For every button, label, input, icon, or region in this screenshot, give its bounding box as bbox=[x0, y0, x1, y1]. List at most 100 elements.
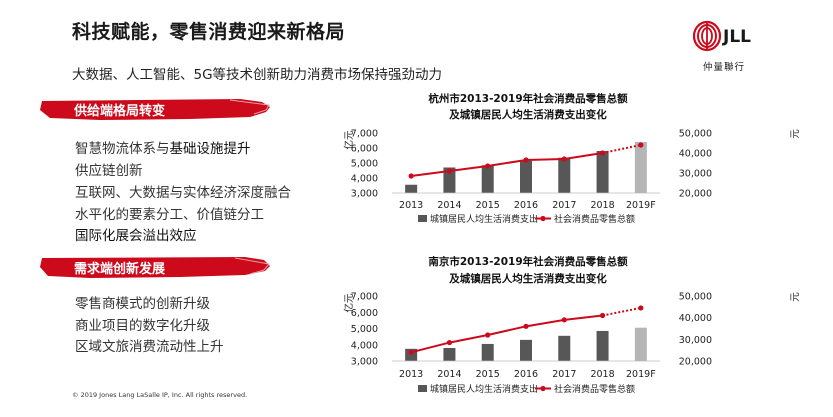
banner-supply-label: 供给端格局转变 bbox=[74, 104, 166, 119]
hangzhou-legend-line-marker bbox=[540, 215, 546, 222]
banner-supply bbox=[40, 99, 270, 120]
demand-item-2: 商业项目的数字化升级 bbox=[75, 318, 210, 334]
nanjing-line-forecast bbox=[602, 306, 642, 317]
hangzhou-legend-bar-swatch bbox=[418, 215, 427, 222]
hangzhou-x-tick-label: 2013 bbox=[399, 200, 423, 211]
hangzhou-left-tick-label: 3,000 bbox=[351, 189, 378, 200]
hangzhou-right-axis-unit: 元 bbox=[790, 129, 801, 139]
nanjing-bar bbox=[558, 335, 571, 361]
nanjing-left-tick-label: 7,000 bbox=[351, 292, 378, 303]
hangzhou-line-point bbox=[638, 142, 644, 148]
supply-item-4: 水平化的要素分工、价值链分工 bbox=[75, 207, 264, 223]
nanjing-left-tick-label: 3,000 bbox=[351, 357, 378, 368]
copyright-footer: © 2019 Jones Lang LaSalle IP, Inc. All r… bbox=[72, 391, 248, 399]
supply-item-2: 供应链创新 bbox=[75, 163, 143, 179]
nanjing-line-point bbox=[638, 305, 644, 311]
slide-subtitle: 大数据、人工智能、5G等技术创新助力消费市场保持强劲动力 bbox=[72, 67, 443, 83]
hangzhou-line-point bbox=[408, 173, 414, 179]
hangzhou-bar bbox=[443, 167, 456, 193]
hangzhou-left-tick-label: 7,000 bbox=[351, 129, 378, 140]
nanjing-left-tick-label: 4,000 bbox=[351, 340, 378, 351]
hangzhou-bar bbox=[520, 160, 532, 193]
hangzhou-line-series bbox=[411, 152, 603, 177]
nanjing-line-point bbox=[485, 332, 491, 338]
hangzhou-x-tick-label: 2015 bbox=[476, 200, 500, 211]
hangzhou-x-tick-label: 2014 bbox=[437, 200, 461, 211]
nanjing-x-tick-label: 2015 bbox=[476, 369, 500, 380]
nanjing-x-tick-label: 2017 bbox=[552, 369, 576, 380]
nanjing-right-axis-unit: 元 bbox=[790, 292, 801, 302]
nanjing-line-point bbox=[408, 349, 414, 355]
hangzhou-x-tick-label: 2019F bbox=[626, 200, 656, 211]
hangzhou-x-tick-label: 2016 bbox=[514, 200, 538, 211]
hangzhou-legend-bar-label: 城镇居民人均生活消费支出 bbox=[430, 213, 538, 225]
hangzhou-line-forecast bbox=[602, 144, 642, 154]
hangzhou-line-point bbox=[523, 157, 529, 163]
nanjing-legend-bar-swatch bbox=[418, 385, 427, 392]
hangzhou-line-point bbox=[561, 156, 567, 162]
supply-item-5: 国际化展会溢出效应 bbox=[75, 228, 197, 244]
hangzhou-line-point bbox=[599, 150, 606, 156]
nanjing-line-point bbox=[446, 339, 453, 346]
hangzhou-bar bbox=[596, 151, 609, 193]
hangzhou-x-tick-label: 2018 bbox=[590, 200, 614, 211]
hangzhou-chart-title-line1: 杭州市2013-2019年社会消费品零售总额 bbox=[428, 92, 628, 105]
hangzhou-bar bbox=[481, 165, 494, 193]
nanjing-line-series bbox=[410, 314, 603, 354]
hangzhou-bar bbox=[405, 184, 418, 193]
hangzhou-legend-line-label: 社会消费品零售总额 bbox=[554, 213, 635, 225]
nanjing-left-axis-unit: 亿元 bbox=[343, 293, 355, 313]
nanjing-bar bbox=[596, 330, 609, 361]
hangzhou-left-axis-unit: 亿元 bbox=[343, 130, 355, 150]
nanjing-x-tick-label: 2013 bbox=[399, 369, 423, 380]
nanjing-chart-title-line1: 南京市2013-2019年社会消费品零售总额 bbox=[428, 255, 628, 268]
nanjing-right-tick-label: 30,000 bbox=[679, 335, 712, 346]
hangzhou-left-tick-label: 6,000 bbox=[351, 144, 378, 155]
hangzhou-right-tick-label: 40,000 bbox=[679, 149, 712, 160]
nanjing-left-tick-label: 5,000 bbox=[351, 324, 378, 335]
nanjing-bar bbox=[520, 339, 532, 361]
nanjing-line-point bbox=[523, 323, 529, 329]
banner-demand bbox=[40, 257, 270, 278]
jll-logo: JLL bbox=[692, 20, 751, 52]
jll-logo-text: JLL bbox=[722, 27, 751, 47]
demand-item-3: 区域文旅消费流动性上升 bbox=[75, 339, 224, 355]
nanjing-x-tick-label: 2019F bbox=[626, 369, 656, 380]
hangzhou-bar bbox=[634, 142, 647, 193]
nanjing-x-tick-label: 2014 bbox=[437, 369, 461, 380]
jll-logo-subtext: 仲量聯行 bbox=[703, 62, 746, 73]
nanjing-line-point bbox=[561, 317, 567, 323]
hangzhou-right-tick-label: 50,000 bbox=[679, 129, 712, 140]
nanjing-right-tick-label: 20,000 bbox=[679, 357, 712, 368]
nanjing-bar bbox=[634, 327, 647, 361]
jll-logo-mark bbox=[692, 20, 722, 52]
nanjing-legend-bar-label: 城镇居民人均生活消费支出 bbox=[430, 383, 538, 395]
nanjing-x-tick-label: 2016 bbox=[514, 369, 538, 380]
hangzhou-bar bbox=[558, 157, 571, 193]
hangzhou-right-tick-label: 30,000 bbox=[679, 169, 712, 180]
nanjing-left-tick-label: 6,000 bbox=[351, 308, 378, 319]
slide-title: 科技赋能，零售消费迎来新格局 bbox=[72, 21, 346, 43]
hangzhou-left-tick-label: 5,000 bbox=[351, 159, 378, 170]
nanjing-right-tick-label: 40,000 bbox=[679, 313, 712, 324]
nanjing-line-point bbox=[599, 312, 606, 319]
nanjing-legend-line-label: 社会消费品零售总额 bbox=[554, 383, 635, 395]
hangzhou-line-point bbox=[485, 163, 491, 169]
demand-item-1: 零售商模式的创新升级 bbox=[75, 296, 210, 312]
hangzhou-line-point bbox=[446, 168, 453, 174]
nanjing-x-tick-label: 2018 bbox=[590, 369, 614, 380]
supply-item-1: 智慧物流体系与基础设施提升 bbox=[75, 141, 251, 157]
hangzhou-left-tick-label: 4,000 bbox=[351, 174, 378, 185]
banner-demand-label: 需求端创新发展 bbox=[74, 262, 166, 277]
supply-item-3: 互联网、大数据与实体经济深度融合 bbox=[75, 185, 291, 201]
nanjing-bar bbox=[443, 348, 456, 361]
hangzhou-right-tick-label: 20,000 bbox=[679, 189, 712, 200]
nanjing-chart-title-line2: 及城镇居民人均生活消费支出变化 bbox=[449, 272, 607, 285]
hangzhou-x-tick-label: 2017 bbox=[552, 200, 576, 211]
nanjing-bar bbox=[481, 343, 494, 361]
nanjing-legend-line-marker bbox=[540, 385, 546, 392]
nanjing-right-tick-label: 50,000 bbox=[679, 292, 712, 303]
hangzhou-chart-title-line2: 及城镇居民人均生活消费支出变化 bbox=[449, 108, 607, 121]
